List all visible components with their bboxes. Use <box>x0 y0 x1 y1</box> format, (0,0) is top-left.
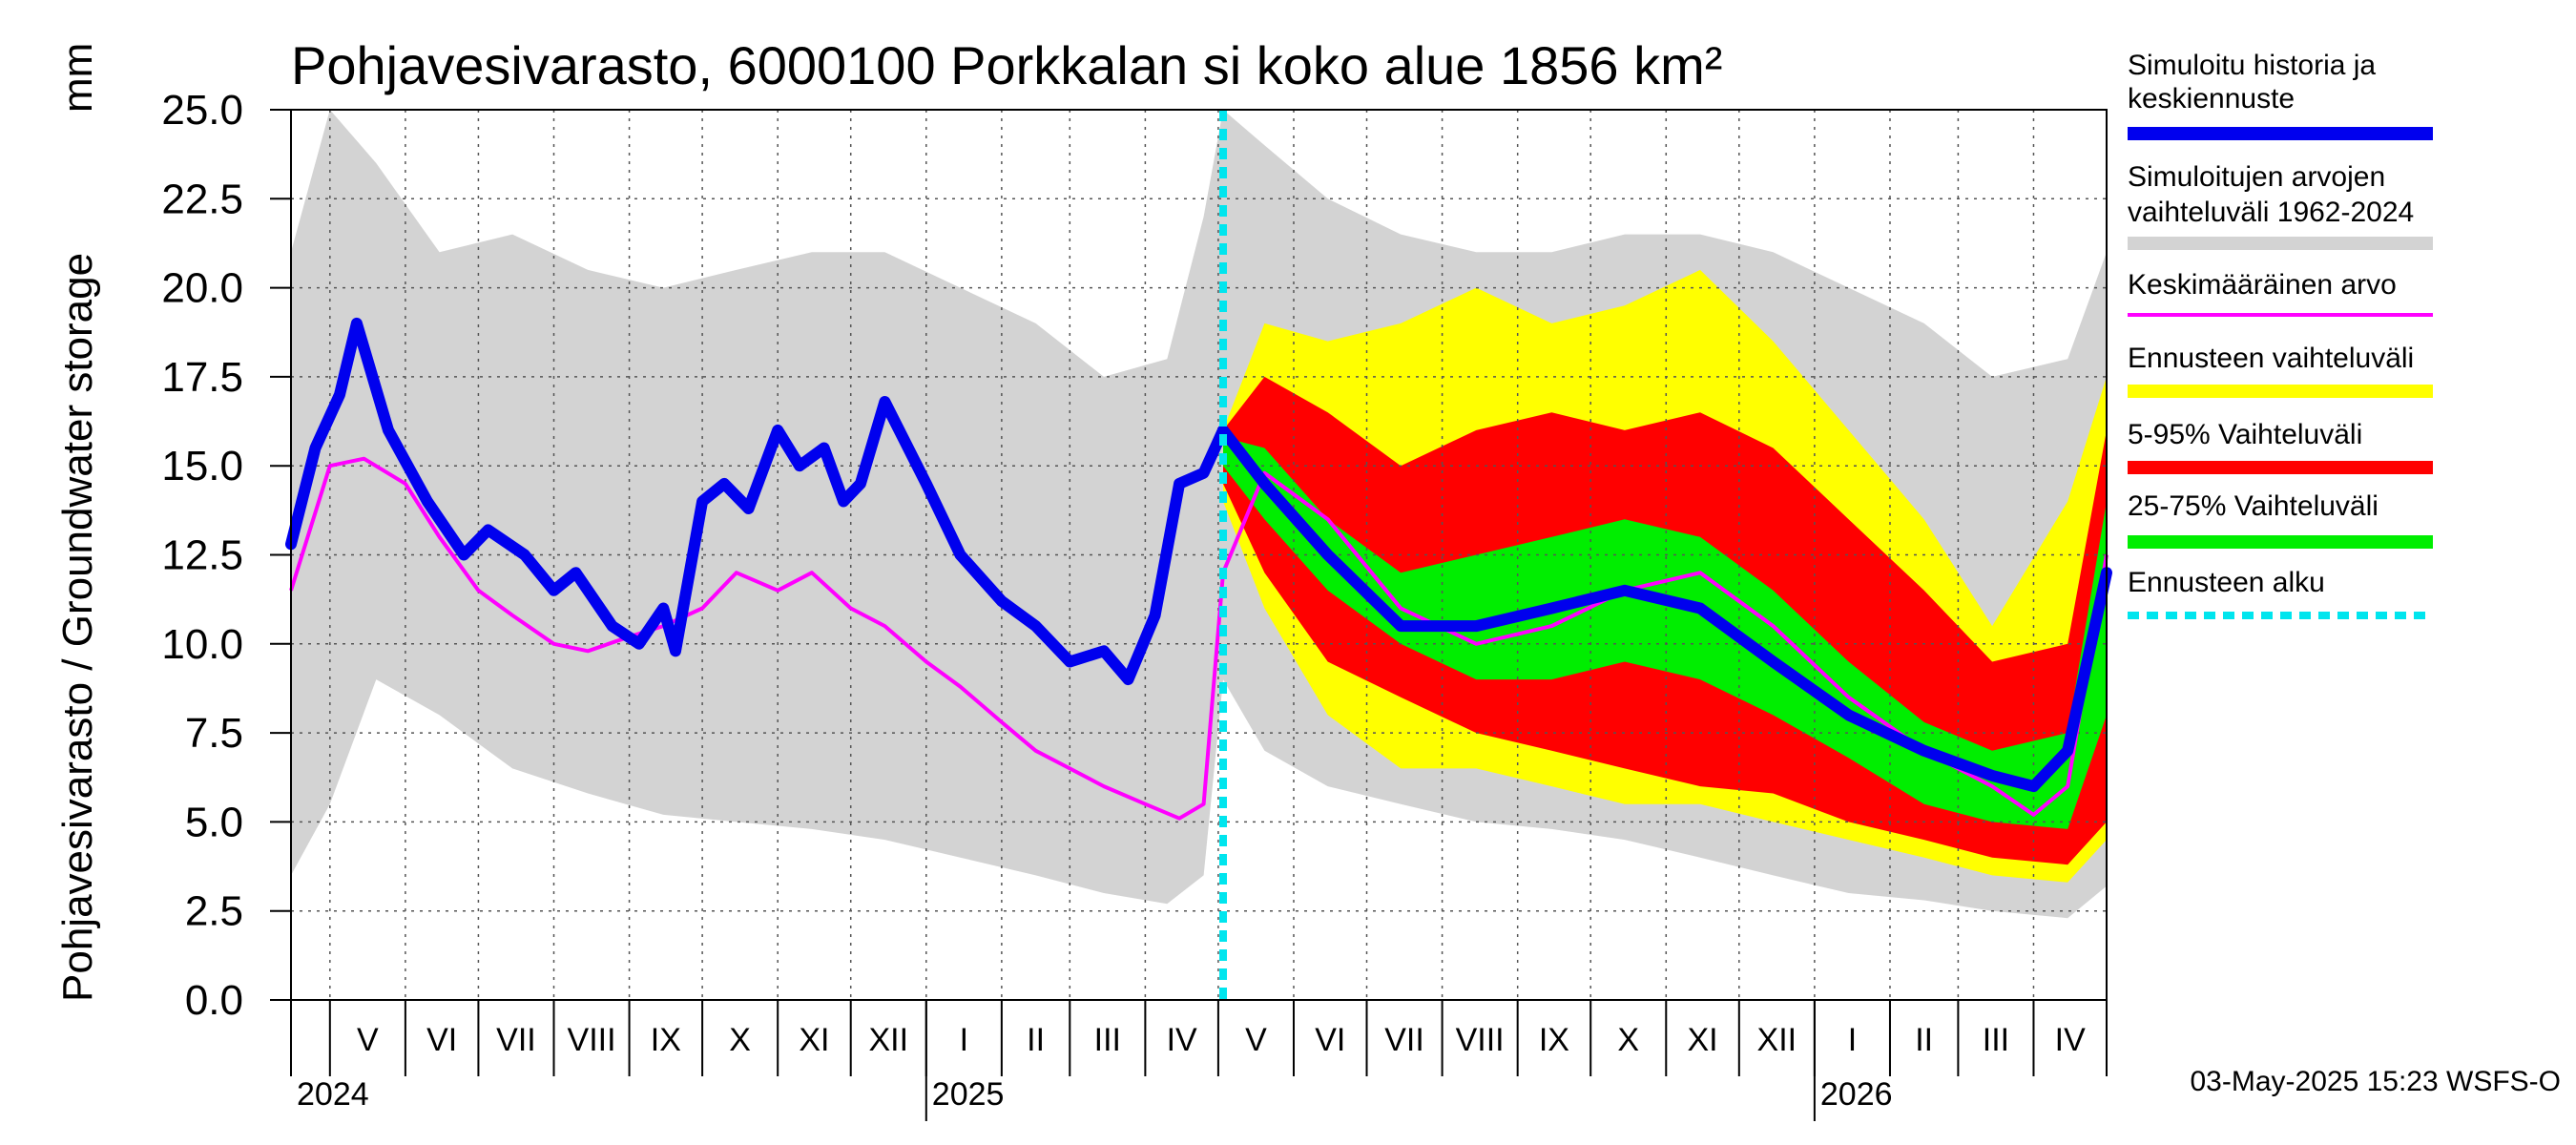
legend-label: keskiennuste <box>2128 83 2295 114</box>
month-label: VIII <box>568 1022 616 1058</box>
month-label: VII <box>1384 1022 1424 1058</box>
y-axis-unit: mm <box>54 43 101 113</box>
month-label: VI <box>426 1022 457 1058</box>
simulated-history-line <box>285 317 2112 793</box>
month-label: I <box>1848 1022 1857 1058</box>
month-label: X <box>1617 1022 1639 1058</box>
month-label: III <box>1983 1022 2009 1058</box>
timestamp-footer: 03-May-2025 15:23 WSFS-O <box>2191 1066 2562 1097</box>
month-label: IX <box>651 1022 681 1058</box>
y-tick-label: 7.5 <box>185 710 243 757</box>
month-label: IV <box>2055 1022 2086 1058</box>
legend-label: 5-95% Vaihteluväli <box>2128 419 2362 450</box>
legend-label: Ennusteen alku <box>2128 567 2325 598</box>
series-lines <box>285 110 2112 1000</box>
year-label: 2025 <box>932 1076 1005 1113</box>
mean-value-line <box>289 456 2109 821</box>
y-tick-label: 17.5 <box>161 354 243 401</box>
month-label: X <box>729 1022 751 1058</box>
y-tick-label: 0.0 <box>185 977 243 1024</box>
chart-title: Pohjavesivarasto, 6000100 Porkkalan si k… <box>291 35 1722 95</box>
year-label: 2026 <box>1820 1076 1893 1113</box>
month-label: IX <box>1539 1022 1569 1058</box>
y-axis-label: Pohjavesivarasto / Groundwater storage <box>54 253 101 1002</box>
y-tick-label: 25.0 <box>161 87 243 134</box>
month-label: XII <box>868 1022 908 1058</box>
legend-label: Ennusteen vaihteluväli <box>2128 343 2414 374</box>
month-label: I <box>960 1022 968 1058</box>
month-label: VI <box>1315 1022 1345 1058</box>
y-tick-label: 10.0 <box>161 621 243 668</box>
legend-label: Simuloitu historia ja <box>2128 50 2376 81</box>
gridlines <box>291 109 2107 1001</box>
year-label: 2024 <box>297 1076 369 1113</box>
legend-label: Keskimääräinen arvo <box>2128 269 2397 301</box>
month-label: V <box>357 1022 379 1058</box>
month-label: III <box>1094 1022 1121 1058</box>
y-tick-label: 22.5 <box>161 176 243 222</box>
y-tick-label: 12.5 <box>161 532 243 579</box>
month-label: IV <box>1167 1022 1197 1058</box>
legend-label: 25-75% Vaihteluväli <box>2128 490 2379 522</box>
range-bands <box>291 110 2107 919</box>
y-tick-label: 2.5 <box>185 888 243 935</box>
legend-label: vaihteluväli 1962-2024 <box>2128 197 2414 228</box>
month-label: II <box>1915 1022 1933 1058</box>
month-label: V <box>1245 1022 1267 1058</box>
y-tick-label: 15.0 <box>161 443 243 489</box>
month-label: XI <box>799 1022 829 1058</box>
month-label: II <box>1027 1022 1045 1058</box>
month-label: VIII <box>1456 1022 1505 1058</box>
y-tick-label: 20.0 <box>161 265 243 312</box>
y-tick-label: 5.0 <box>185 799 243 845</box>
month-label: VII <box>496 1022 536 1058</box>
month-label: XII <box>1757 1022 1797 1058</box>
legend-label: Simuloitujen arvojen <box>2128 161 2385 193</box>
month-label: XI <box>1687 1022 1717 1058</box>
axes: 0.0 2.5 5.0 7.5 10.0 12.5 15.0 17.5 20.0 22.5 25.0… <box>161 87 2108 1121</box>
